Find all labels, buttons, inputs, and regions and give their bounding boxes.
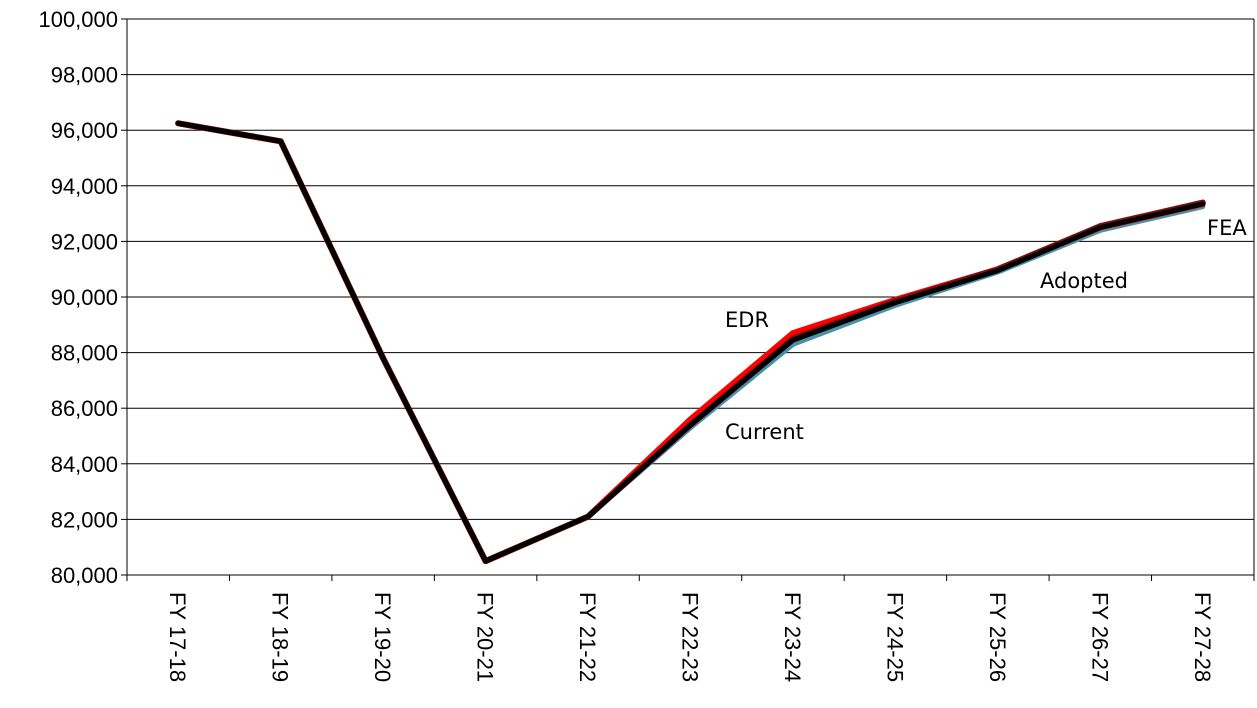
series-layer: [175, 120, 1206, 565]
data-point-current: [177, 122, 179, 124]
data-point-edr: [690, 418, 691, 420]
x-tick-label: FY 23-24: [780, 592, 805, 682]
y-tick-label: 100,000: [38, 7, 118, 32]
x-tick-label: FY 27-28: [1190, 592, 1215, 682]
series-line-current: [175, 120, 1206, 564]
data-point-current: [792, 339, 794, 341]
x-tick-label: FY 24-25: [882, 592, 907, 682]
series-label-fea: FEA: [1207, 216, 1247, 240]
y-tick-label: 82,000: [51, 507, 118, 532]
data-point-current: [894, 302, 896, 304]
y-tick-label: 88,000: [51, 341, 118, 366]
series-label-edr: EDR: [725, 308, 769, 332]
label-layer: Adopted EDR FEA Current: [725, 216, 1247, 444]
y-tick-label: 94,000: [51, 174, 118, 199]
y-tick-label: 80,000: [51, 563, 118, 588]
x-tick-label: FY 17-18: [165, 592, 190, 682]
data-point-current: [382, 357, 384, 359]
x-tick-label: FY 20-21: [473, 592, 498, 682]
y-tick-label: 86,000: [51, 396, 118, 421]
data-point-adopted: [792, 343, 794, 345]
data-point-current: [1099, 227, 1101, 228]
series-line-adopted: [175, 120, 1206, 564]
data-point-current: [1202, 203, 1204, 205]
y-tick-label: 92,000: [51, 229, 118, 254]
x-tick-label: FY 18-19: [268, 592, 293, 682]
x-tick-label: FY 22-23: [678, 592, 703, 682]
y-tick-label: 84,000: [51, 452, 118, 477]
data-point-current: [280, 140, 282, 142]
x-tick-label: FY 19-20: [370, 592, 395, 682]
series-line-fea: [175, 120, 1206, 565]
axis-layer: 80,000 82,000 84,000 86,000 88,000 90,000 92,0…: [38, 7, 1255, 682]
data-point-current: [587, 516, 589, 518]
series-line-edr: [175, 120, 1206, 565]
data-point-current: [690, 424, 691, 426]
y-tick-label: 96,000: [51, 118, 118, 143]
x-tick-label: FY 25-26: [985, 592, 1010, 682]
data-point-edr: [792, 332, 794, 334]
data-point-current: [485, 560, 487, 562]
x-tick-label: FY 21-22: [575, 592, 600, 682]
x-tick-label: FY 26-27: [1087, 592, 1112, 682]
data-point-current: [997, 270, 999, 272]
y-tick-label: 98,000: [51, 63, 118, 88]
y-tick-label: 90,000: [51, 285, 118, 310]
series-label-adopted: Adopted: [1040, 269, 1128, 293]
series-label-current: Current: [725, 420, 804, 444]
